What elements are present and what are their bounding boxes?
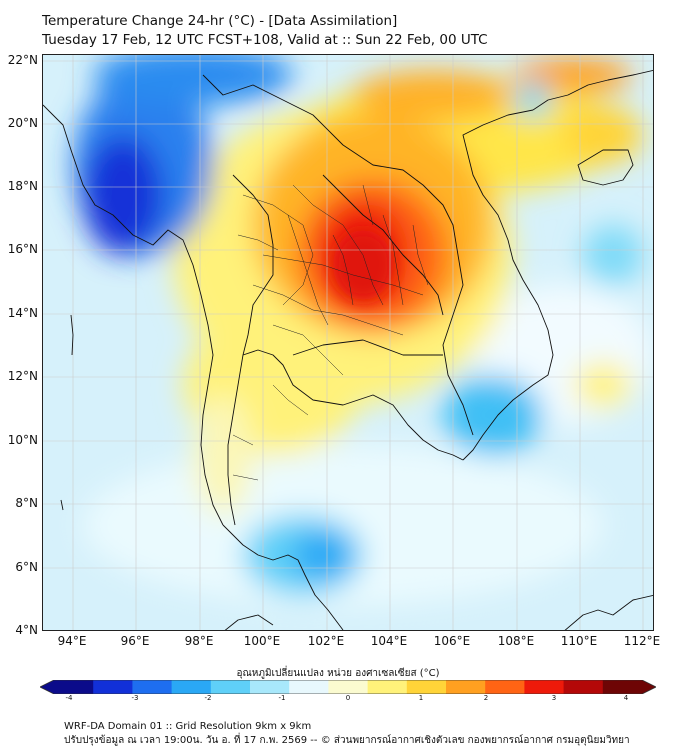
colorbar-cell (563, 680, 604, 694)
lon-label-94: 94°E (57, 634, 87, 648)
temperature-change-map (42, 54, 654, 631)
colorbar-cell (250, 680, 290, 694)
lon-label-106: 106°E (433, 634, 471, 648)
colorbar (39, 679, 657, 695)
lat-label-8: 8°N (15, 496, 38, 510)
lon-label-98: 98°E (184, 634, 214, 648)
colorbar-tick: 0 (345, 694, 351, 702)
title-line-2: Tuesday 17 Feb, 12 UTC FCST+108, Valid a… (42, 32, 488, 48)
colorbar-cell (406, 680, 447, 694)
lon-label-96: 96°E (120, 634, 150, 648)
footer-line-1: WRF-DA Domain 01 :: Grid Resolution 9km … (64, 721, 312, 732)
lon-label-112: 112°E (623, 634, 661, 648)
lat-label-18: 18°N (7, 179, 38, 193)
lat-label-20: 20°N (7, 116, 38, 130)
lat-label-14: 14°N (7, 306, 38, 320)
colorbar-tick: 2 (483, 694, 489, 702)
colorbar-cell (367, 680, 408, 694)
lat-label-10: 10°N (7, 433, 38, 447)
lat-label-12: 12°N (7, 369, 38, 383)
colorbar-cell (485, 680, 525, 694)
lat-label-22: 22°N (7, 53, 38, 67)
colorbar-cell (524, 680, 565, 694)
colorbar-cell (93, 680, 133, 694)
title-line-1: Temperature Change 24-hr (°C) - [Data As… (42, 13, 398, 29)
colorbar-cell (602, 680, 643, 694)
colorbar-cell (171, 680, 212, 694)
colorbar-extend-high (642, 680, 656, 694)
footer: WRF-DA Domain 01 :: Grid Resolution 9km … (64, 720, 630, 748)
colorbar-tick: -2 (204, 694, 212, 702)
colorbar-tick: 4 (623, 694, 629, 702)
colorbar-tick: -1 (278, 694, 286, 702)
lat-label-4: 4°N (15, 623, 38, 637)
lat-label-6: 6°N (15, 560, 38, 574)
colorbar-tick: 1 (418, 694, 424, 702)
colorbar-cell (54, 680, 94, 694)
colorbar-tick: 3 (551, 694, 557, 702)
colorbar-tick: -4 (65, 694, 73, 702)
lon-label-100: 100°E (243, 634, 281, 648)
graticule (43, 55, 653, 630)
colorbar-title: อุณหภูมิเปลี่ยนแปลง หน่วย องศาเซลเซียส (… (236, 668, 440, 679)
colorbar-cell (446, 680, 486, 694)
colorbar-cell (289, 680, 329, 694)
lon-label-104: 104°E (370, 634, 408, 648)
lon-label-110: 110°E (560, 634, 598, 648)
lon-label-108: 108°E (497, 634, 535, 648)
colorbar-tick: -3 (131, 694, 139, 702)
colorbar-extend-low (40, 680, 54, 694)
lat-label-16: 16°N (7, 242, 38, 256)
province-borders (232, 184, 429, 481)
chart-title: Temperature Change 24-hr (°C) - [Data As… (42, 12, 488, 50)
footer-line-2: ปรับปรุงข้อมูล ณ เวลา 19:00น. วัน อ. ที่… (64, 735, 630, 746)
colorbar-cell (132, 680, 173, 694)
coastlines-borders (43, 69, 653, 630)
colorbar-cell (328, 680, 369, 694)
colorbar-cell (210, 680, 251, 694)
lon-label-102: 102°E (307, 634, 345, 648)
